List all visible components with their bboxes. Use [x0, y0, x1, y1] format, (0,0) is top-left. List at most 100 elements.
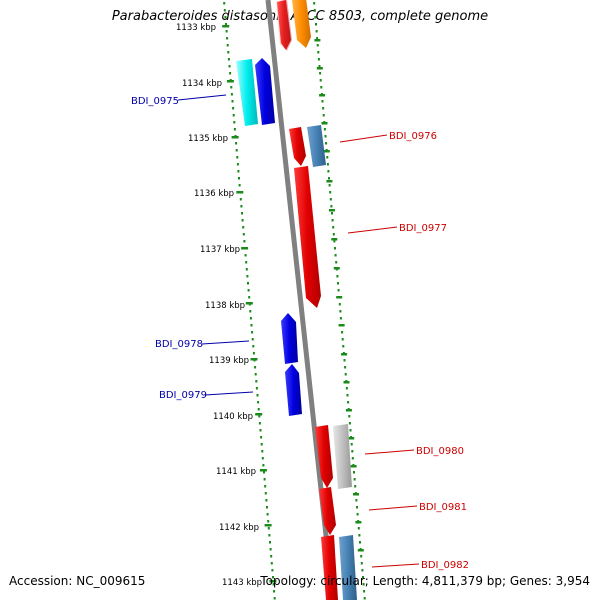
gene-label-bdi-0982[interactable]: BDI_0982 [421, 560, 469, 571]
track-dot [342, 345, 345, 348]
track-dot [273, 590, 276, 593]
track-dot [269, 548, 272, 551]
reverse-genes [236, 58, 302, 416]
gene-arrow[interactable] [292, 0, 311, 48]
tick-mark [255, 413, 263, 416]
track-dot [362, 583, 365, 586]
track-dot [341, 338, 344, 341]
tick-mark [241, 247, 249, 250]
track-dot [362, 576, 364, 579]
track-dot [232, 107, 235, 110]
track-dot [251, 331, 254, 334]
track-dot [246, 275, 249, 278]
tick-label-1141: 1141 kbp [216, 467, 256, 477]
track-dot [241, 212, 243, 215]
gene-label-bdi-0978[interactable]: BDI_0978 [155, 339, 203, 350]
track-dot [249, 317, 252, 320]
track-dot [329, 198, 332, 201]
gene-label-leaders [177, 94, 420, 568]
leader-bdi-0978 [201, 340, 250, 345]
track-dot [263, 478, 266, 481]
leader-bdi-0975 [177, 94, 227, 101]
track-dot [355, 499, 358, 502]
track-dot [356, 506, 358, 509]
track-dot [346, 394, 349, 397]
gene-arrow-bdi-0978[interactable] [281, 313, 298, 364]
track-dot [271, 569, 274, 572]
track-dot [326, 163, 329, 166]
track-dot [313, 9, 316, 12]
gene-arrow[interactable] [339, 535, 357, 600]
track-dot [267, 520, 270, 523]
tick-mark [222, 25, 230, 28]
track-dot [320, 86, 323, 89]
track-dot [360, 555, 363, 558]
gene-label-bdi-0979[interactable]: BDI_0979 [159, 390, 207, 401]
track-dot [230, 93, 233, 96]
gene-label-bdi-0976[interactable]: BDI_0976 [389, 131, 437, 142]
track-dot [314, 16, 317, 19]
track-dot [259, 429, 262, 432]
tick-mark [321, 122, 328, 125]
gene-arrow-bdi-0977[interactable] [294, 166, 321, 308]
gene-arrow-bdi-0981[interactable] [319, 487, 336, 535]
track-dot [244, 254, 247, 257]
track-dot [235, 149, 238, 152]
gene-arrow-bdi-0976[interactable] [289, 127, 306, 166]
gene-label-bdi-0980[interactable]: BDI_0980 [416, 446, 464, 457]
track-dot [322, 107, 325, 110]
track-dot [258, 415, 261, 418]
track-dot [315, 23, 317, 26]
tick-mark [338, 324, 345, 327]
track-dot [263, 471, 265, 474]
gene-arrow-bdi-0975[interactable] [255, 58, 275, 125]
tick-mark [319, 94, 326, 97]
gene-label-bdi-0977[interactable]: BDI_0977 [399, 223, 447, 234]
gene-label-bdi-0975[interactable]: BDI_0975 [131, 96, 179, 107]
track-dot [231, 100, 234, 103]
gene-label-bdi-0981[interactable]: BDI_0981 [419, 502, 467, 513]
track-dot [331, 219, 334, 222]
track-dot [256, 394, 259, 397]
gene-arrow-bdi-0980[interactable] [315, 425, 333, 488]
track-dot [268, 534, 271, 537]
track-dot [238, 177, 240, 180]
track-dot [257, 408, 260, 411]
track-dot [318, 65, 321, 68]
gene-labels: BDI_0975 BDI_0976 BDI_0977 BDI_0978 BDI_… [131, 96, 469, 571]
track-dot [249, 310, 252, 313]
gene-arrow[interactable] [307, 125, 326, 167]
track-dot [248, 296, 251, 299]
track-dot [339, 310, 342, 313]
gene-arrow[interactable] [277, 0, 291, 50]
track-dot [323, 128, 326, 131]
track-dot [273, 597, 276, 600]
track-dot [335, 261, 338, 264]
gene-arrow-bdi-0982[interactable] [321, 535, 338, 600]
track-dot [266, 513, 269, 516]
tick-mark [336, 296, 343, 299]
gene-arrow[interactable] [333, 424, 352, 489]
gene-arrow[interactable] [236, 59, 258, 126]
tick-label-1138: 1138 kbp [205, 301, 245, 311]
track-dot [261, 450, 264, 453]
track-dot [337, 289, 340, 292]
leader-bdi-0981 [368, 505, 418, 511]
track-dot [226, 37, 229, 40]
track-dot [241, 219, 244, 222]
tick-mark [236, 191, 244, 194]
track-dot [252, 345, 255, 348]
track-dot [313, 2, 316, 5]
track-dot [257, 401, 260, 404]
track-dot [255, 387, 258, 390]
track-dot [272, 583, 275, 586]
track-dot [316, 44, 319, 47]
track-dot [226, 44, 229, 47]
track-dot [339, 317, 342, 320]
track-dot [227, 58, 230, 61]
gene-arrow-bdi-0979[interactable] [285, 364, 302, 416]
track-dot [266, 506, 268, 509]
track-dot [235, 142, 238, 145]
track-dot [232, 114, 235, 117]
track-dot [351, 450, 354, 453]
